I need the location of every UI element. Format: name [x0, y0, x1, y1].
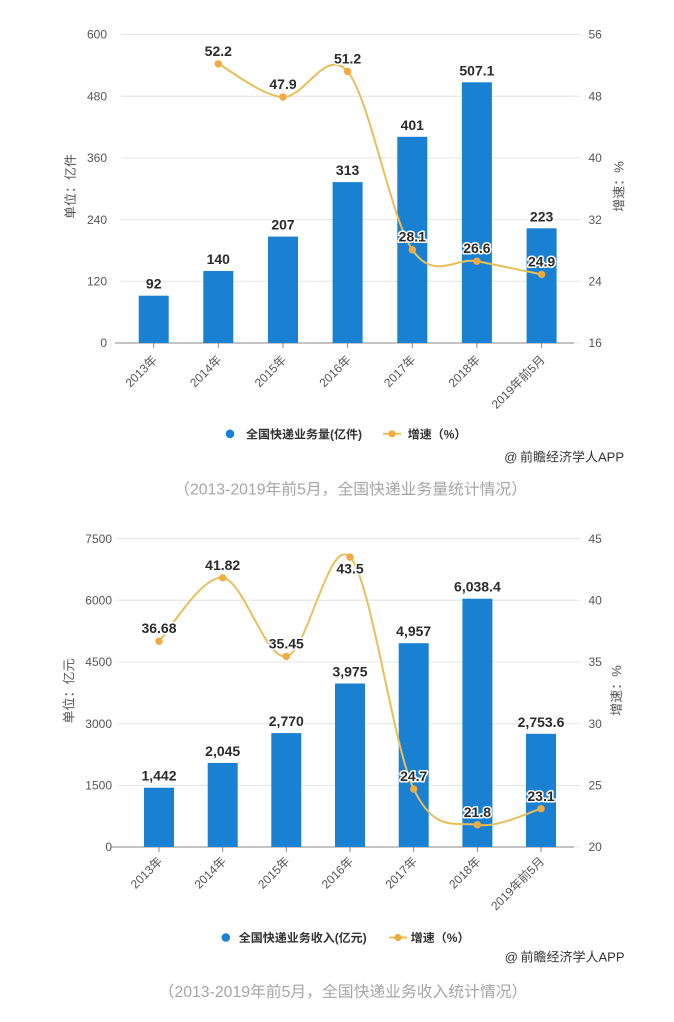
svg-text:7500: 7500 [85, 532, 112, 546]
svg-text:24.7: 24.7 [400, 768, 427, 784]
svg-text:@ 前瞻经济学人APP: @ 前瞻经济学人APP [505, 950, 625, 965]
svg-text:全国快递业务量(亿件): 全国快递业务量(亿件) [246, 427, 362, 441]
svg-text:2017年: 2017年 [383, 854, 420, 891]
svg-text:（2013-2019年前5月，全国快递业务收入统计情况）: （2013-2019年前5月，全国快递业务收入统计情况） [159, 983, 528, 1001]
svg-text:600: 600 [87, 28, 107, 42]
svg-text:增速：%: 增速：% [609, 665, 624, 716]
svg-text:43.5: 43.5 [336, 561, 363, 577]
svg-text:0: 0 [105, 840, 112, 854]
svg-text:21.8: 21.8 [464, 804, 491, 820]
svg-text:56: 56 [589, 28, 603, 42]
svg-text:6,038.4: 6,038.4 [454, 579, 501, 595]
svg-text:313: 313 [336, 162, 360, 178]
svg-text:507.1: 507.1 [459, 62, 494, 78]
svg-text:41.82: 41.82 [205, 557, 240, 573]
svg-text:单位：亿件: 单位：亿件 [63, 154, 78, 219]
svg-text:2,770: 2,770 [269, 713, 304, 729]
svg-text:45: 45 [589, 532, 603, 546]
svg-text:52.2: 52.2 [205, 43, 232, 59]
svg-text:2015年: 2015年 [252, 353, 289, 390]
svg-text:16: 16 [589, 336, 603, 350]
svg-text:2014年: 2014年 [192, 854, 229, 891]
svg-text:3000: 3000 [85, 717, 112, 731]
svg-text:207: 207 [271, 217, 295, 233]
svg-text:48: 48 [589, 89, 603, 103]
svg-text:401: 401 [401, 117, 425, 133]
svg-text:360: 360 [87, 151, 107, 165]
svg-text:40: 40 [589, 151, 603, 165]
svg-text:35.45: 35.45 [269, 635, 304, 651]
svg-text:2018年: 2018年 [446, 854, 483, 891]
svg-text:480: 480 [87, 89, 107, 103]
svg-text:2014年: 2014年 [187, 353, 224, 390]
svg-text:2016年: 2016年 [316, 353, 353, 390]
svg-text:30: 30 [589, 717, 603, 731]
svg-text:2013年: 2013年 [123, 353, 160, 390]
svg-text:增速（%）: 增速（%） [411, 931, 470, 945]
svg-text:240: 240 [87, 213, 107, 227]
svg-text:4500: 4500 [85, 655, 112, 669]
svg-text:0: 0 [100, 336, 107, 350]
svg-text:增速（%）: 增速（%） [408, 427, 467, 441]
svg-text:40: 40 [589, 594, 603, 608]
svg-text:28.1: 28.1 [399, 229, 426, 245]
svg-text:2015年: 2015年 [255, 854, 292, 891]
svg-text:2016年: 2016年 [319, 854, 356, 891]
svg-text:2019年前5月: 2019年前5月 [489, 353, 548, 412]
svg-text:32: 32 [589, 213, 603, 227]
svg-text:单位：亿元: 单位：亿元 [61, 658, 76, 723]
svg-text:2018年: 2018年 [446, 353, 483, 390]
svg-text:3,975: 3,975 [332, 664, 367, 680]
svg-text:35: 35 [589, 655, 603, 669]
svg-text:（2013-2019年前5月，全国快递业务量统计情况）: （2013-2019年前5月，全国快递业务量统计情况） [174, 481, 527, 499]
svg-text:223: 223 [530, 208, 554, 224]
svg-text:@ 前瞻经济学人APP: @ 前瞻经济学人APP [504, 450, 624, 465]
svg-text:2013年: 2013年 [128, 854, 165, 891]
svg-text:51.2: 51.2 [334, 51, 361, 67]
svg-text:2,753.6: 2,753.6 [518, 714, 565, 730]
svg-text:36.68: 36.68 [141, 620, 176, 636]
svg-text:120: 120 [87, 275, 107, 289]
svg-text:2,045: 2,045 [205, 743, 240, 759]
svg-text:1500: 1500 [85, 779, 112, 793]
svg-text:47.9: 47.9 [269, 76, 296, 92]
svg-text:2019年前5月: 2019年前5月 [488, 854, 547, 913]
svg-text:全国快递业务收入(亿元): 全国快递业务收入(亿元) [239, 931, 367, 945]
svg-text:20: 20 [589, 840, 603, 854]
svg-text:24: 24 [589, 275, 603, 289]
svg-text:140: 140 [207, 251, 231, 267]
svg-text:1,442: 1,442 [141, 768, 176, 784]
svg-text:6000: 6000 [85, 594, 112, 608]
svg-text:4,957: 4,957 [396, 623, 431, 639]
svg-text:26.6: 26.6 [463, 240, 490, 256]
svg-text:2017年: 2017年 [381, 353, 418, 390]
svg-text:23.1: 23.1 [527, 788, 554, 804]
svg-text:增速：%: 增速：% [611, 161, 626, 212]
svg-text:24.9: 24.9 [528, 253, 555, 269]
svg-text:92: 92 [146, 276, 162, 292]
svg-text:25: 25 [589, 779, 603, 793]
